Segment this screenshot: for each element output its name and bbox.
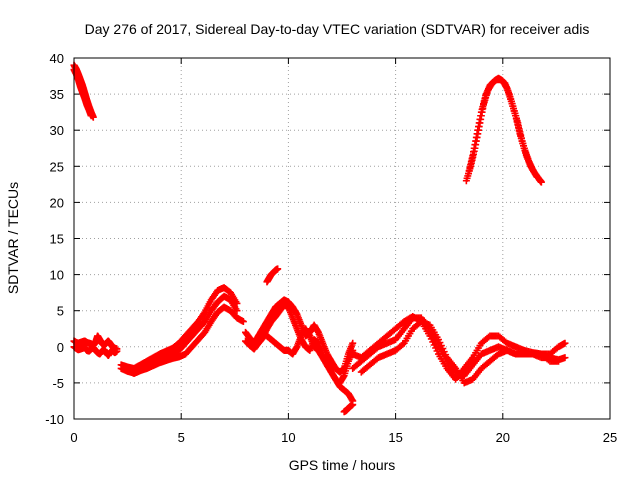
chart-title: Day 276 of 2017, Sidereal Day-to-day VTE… [85,21,590,37]
y-tick-label: 5 [57,304,64,319]
y-tick-label: 20 [50,195,64,210]
data-point-marker [233,307,241,315]
y-tick-label: 0 [57,340,64,355]
data-point-marker [561,354,569,362]
y-tick-label: 10 [50,268,64,283]
x-tick-label: 10 [281,430,295,445]
plot-frame [73,57,611,420]
data-point-marker [555,357,563,365]
data-point-marker [561,339,569,347]
y-tick-label: 25 [50,159,64,174]
data-point-marker [399,340,407,348]
x-tick-label: 0 [70,430,77,445]
data-point-marker [113,347,121,355]
y-tick-label: -10 [45,412,64,427]
x-axis-label: GPS time / hours [289,457,396,473]
axis-ticks: 0 5 10 15 20 25 -10 -5 0 5 10 15 20 25 30 35 40 [45,51,617,445]
data-point-marker [533,173,541,181]
y-tick-label: 40 [50,51,64,66]
data-point-marker [537,178,545,186]
data-point-marker [239,318,247,326]
data-points [70,61,569,416]
x-tick-label: 25 [603,430,617,445]
x-tick-label: 20 [496,430,510,445]
x-tick-label: 15 [388,430,402,445]
y-tick-label: -5 [52,376,64,391]
y-tick-label: 35 [50,87,64,102]
y-axis-label: SDTVAR / TECUs [5,182,21,294]
data-point-marker [87,112,95,120]
data-point-marker [349,339,357,347]
y-tick-label: 15 [50,232,64,247]
data-point-marker [274,265,282,273]
data-point-marker [349,401,357,409]
x-tick-label: 5 [178,430,185,445]
y-tick-label: 30 [50,123,64,138]
